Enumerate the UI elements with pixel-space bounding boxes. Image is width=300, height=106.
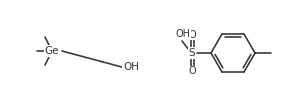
Text: O: O bbox=[188, 66, 196, 76]
Text: O: O bbox=[188, 30, 196, 40]
Text: Ge: Ge bbox=[45, 46, 59, 56]
Text: OH: OH bbox=[123, 62, 139, 72]
Text: OH: OH bbox=[176, 29, 190, 39]
Text: S: S bbox=[189, 48, 195, 58]
